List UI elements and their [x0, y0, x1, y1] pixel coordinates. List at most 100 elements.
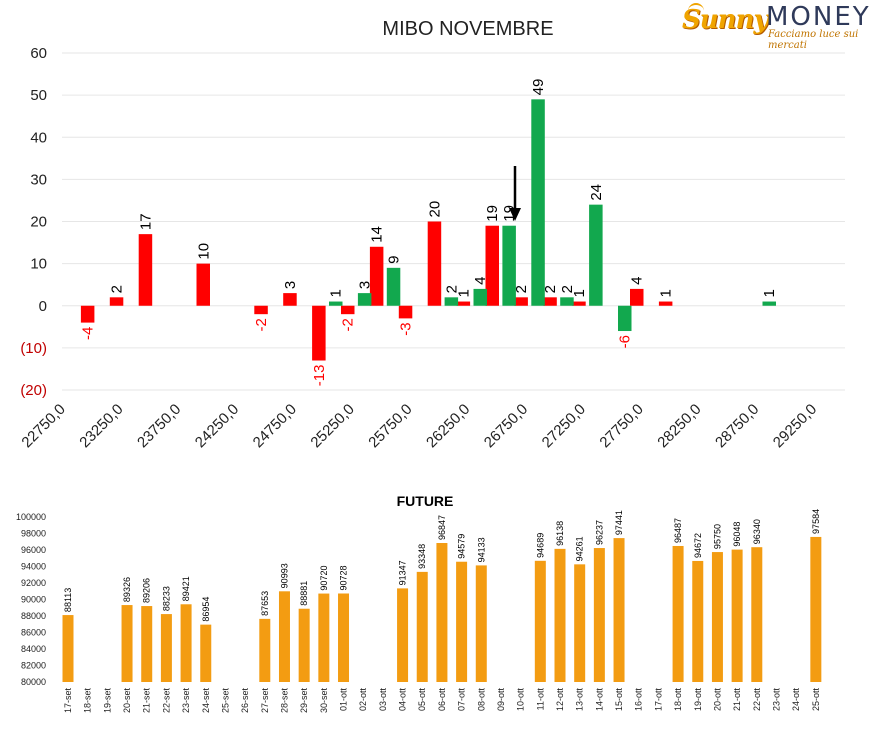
date-tick-label: 03-ott — [378, 688, 388, 712]
date-tick-label: 07-ott — [457, 688, 467, 712]
future-value-label: 90720 — [319, 566, 329, 591]
red-bar — [283, 293, 297, 306]
green-bar — [618, 305, 632, 332]
date-tick-label: 23-set — [181, 688, 191, 714]
mibo-chart: MIBO NOVEMBRE 60 50 40 30 20 10 0 (10) (20) 2275… — [18, 18, 845, 451]
y-tick-label: 30 — [30, 171, 47, 188]
red-bar — [312, 305, 326, 361]
future-bar — [534, 560, 546, 682]
bar-value-label: -2 — [253, 318, 270, 331]
date-tick-label: 05-ott — [417, 688, 427, 712]
future-value-label: 89326 — [122, 577, 132, 602]
bar-value-label: 1 — [328, 289, 345, 297]
red-bar — [572, 301, 586, 306]
red-bar — [398, 305, 413, 319]
x-tick-label: 25750,0 — [365, 401, 415, 451]
date-tick-label: 28-set — [279, 688, 289, 714]
future-chart: FUTURE 100000 98000 96000 94000 92000 90000 88… — [16, 493, 822, 714]
future-value-label: 89206 — [142, 578, 152, 603]
green-bar — [357, 293, 372, 306]
future-value-label: 96138 — [555, 521, 565, 546]
future-value-label: 96237 — [594, 520, 604, 545]
green-bar — [531, 99, 545, 306]
date-tick-label: 21-set — [142, 688, 152, 714]
bar-value-label: 14 — [369, 226, 386, 243]
y-tick-label: 60 — [30, 45, 47, 62]
y-tick-label: 88000 — [21, 611, 46, 621]
date-tick-label: 25-ott — [811, 688, 821, 712]
date-tick-label: 30-set — [319, 688, 329, 714]
x-tick-label: 24750,0 — [250, 401, 300, 451]
date-tick-label: 17-set — [63, 688, 73, 714]
date-tick-label: 21-ott — [732, 688, 742, 712]
date-tick-label: 12-ott — [555, 688, 565, 712]
future-bar — [475, 565, 487, 682]
future-bar — [160, 614, 172, 682]
date-tick-label: 02-ott — [358, 688, 368, 712]
bar-value-label: 2 — [109, 285, 126, 293]
bar-value-label: -6 — [617, 335, 634, 348]
x-tick-label: 26250,0 — [423, 401, 473, 451]
future-bar — [62, 615, 74, 682]
future-bar — [456, 561, 468, 682]
bar-value-label: -4 — [80, 327, 97, 340]
bar-value-label: 2 — [542, 285, 559, 293]
y-tick-label: 50 — [30, 87, 47, 104]
bar-value-label: 19 — [484, 205, 501, 222]
future-value-label: 94133 — [476, 537, 486, 562]
date-tick-label: 18-set — [83, 688, 93, 714]
x-tick-label: 29250,0 — [770, 401, 820, 451]
date-tick-label: 19-set — [102, 688, 112, 714]
date-tick-label: 09-ott — [496, 688, 506, 712]
future-bar — [692, 560, 704, 682]
bar-value-label: 4 — [472, 277, 489, 285]
future-bar — [810, 536, 822, 682]
future-value-label: 86954 — [201, 597, 211, 622]
date-tick-label: 22-ott — [752, 688, 762, 712]
future-bar — [278, 591, 290, 682]
x-tick-label: 27750,0 — [596, 401, 646, 451]
date-tick-label: 26-set — [240, 688, 250, 714]
date-tick-label: 17-ott — [653, 688, 663, 712]
date-tick-label: 27-set — [260, 688, 270, 714]
sunny-money-logo: Sunny MONEY Facciamo luce sui mercati — [682, 2, 882, 51]
future-bar — [298, 608, 310, 682]
future-value-label: 88233 — [161, 586, 171, 611]
date-tick-label: 20-ott — [712, 688, 722, 712]
future-value-label: 94672 — [693, 533, 703, 558]
future-bar — [259, 618, 271, 682]
x-tick-label: 23250,0 — [76, 401, 126, 451]
bar-value-label: 1 — [658, 289, 675, 297]
y-tick-label: (10) — [20, 340, 47, 357]
future-bar — [121, 605, 133, 682]
date-tick-label: 24-ott — [791, 688, 801, 712]
date-tick-label: 22-set — [161, 688, 171, 714]
red-bar — [196, 263, 210, 306]
green-bar — [589, 204, 603, 306]
future-value-label: 97441 — [614, 510, 624, 535]
future-bar — [436, 543, 448, 682]
future-bar — [141, 606, 153, 682]
bar-value-label: 3 — [282, 281, 299, 289]
green-bar — [560, 297, 574, 306]
red-bar — [341, 305, 355, 315]
y-tick-label: 96000 — [21, 545, 46, 555]
future-value-label: 96487 — [673, 518, 683, 543]
green-bar — [473, 288, 487, 306]
future-bar — [397, 588, 409, 682]
future-value-label: 97584 — [811, 509, 821, 534]
x-tick-label: 24250,0 — [192, 401, 242, 451]
bar-value-label: 17 — [137, 213, 154, 230]
future-bar — [672, 545, 684, 682]
x-tick-label: 27250,0 — [539, 401, 589, 451]
future-value-label: 90728 — [339, 565, 349, 590]
date-tick-label: 25-set — [220, 688, 230, 714]
red-bar — [543, 297, 557, 306]
bar-value-label: 9 — [386, 255, 403, 263]
x-tick-label: 22750,0 — [18, 401, 68, 451]
y-tick-label: 90000 — [21, 595, 46, 605]
x-tick-label: 28750,0 — [712, 401, 762, 451]
future-value-label: 90993 — [279, 563, 289, 588]
x-tick-label: 28250,0 — [654, 401, 704, 451]
logo-brand-money: MONEY — [766, 2, 871, 32]
